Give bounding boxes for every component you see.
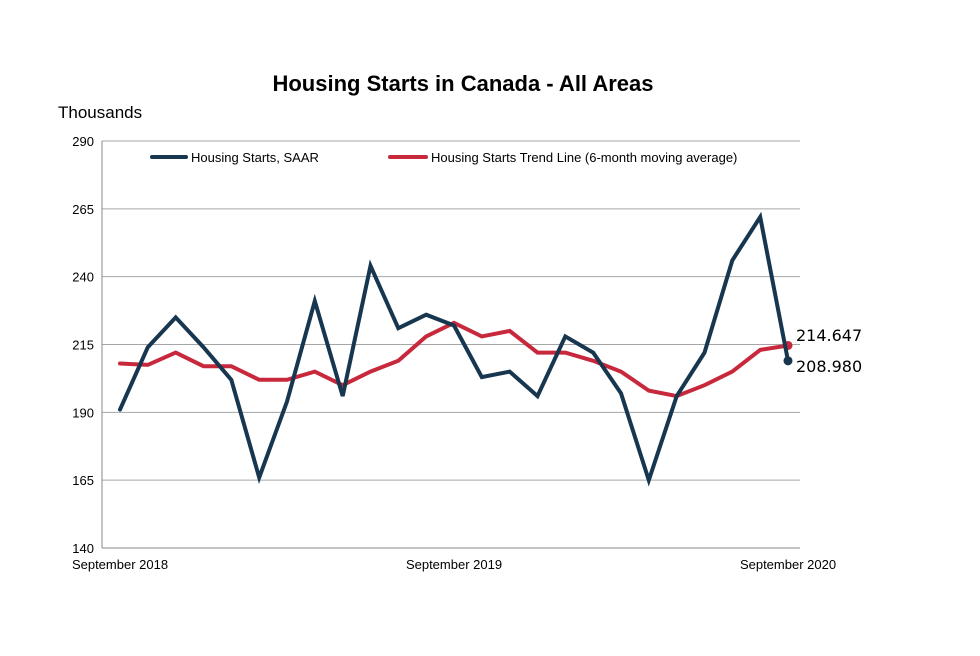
y-tick-165: 165	[72, 473, 94, 488]
legend: Housing Starts, SAAR Housing Starts Tren…	[150, 150, 737, 165]
end-marker-housing-starts	[783, 356, 793, 366]
x-tick-label-0: September 2018	[72, 557, 168, 572]
y-tick-labels: 140 165 190 215 240 265 290	[72, 134, 94, 556]
x-tick-label-1: September 2019	[406, 557, 502, 572]
end-label-trend: 214.647	[796, 326, 862, 345]
x-tick-label-2: September 2020	[740, 557, 836, 572]
y-tick-240: 240	[72, 270, 94, 285]
legend-label-housing-starts: Housing Starts, SAAR	[191, 150, 319, 165]
series-lines	[118, 211, 793, 487]
y-tick-190: 190	[72, 405, 94, 420]
y-axis-label: Thousands	[58, 103, 142, 122]
y-tick-215: 215	[72, 338, 94, 353]
y-tick-140: 140	[72, 541, 94, 556]
legend-label-trend-line: Housing Starts Trend Line (6-month movin…	[431, 150, 737, 165]
series-line-housing-starts	[118, 211, 790, 487]
x-tick-labels: September 2018 September 2019 September 20…	[72, 557, 836, 572]
end-label-starts: 208.980	[796, 357, 862, 376]
y-tick-290: 290	[72, 134, 94, 149]
chart-title: Housing Starts in Canada - All Areas	[272, 71, 653, 96]
series-line-trend	[118, 320, 790, 399]
gridlines	[102, 140, 800, 481]
y-tick-265: 265	[72, 202, 94, 217]
